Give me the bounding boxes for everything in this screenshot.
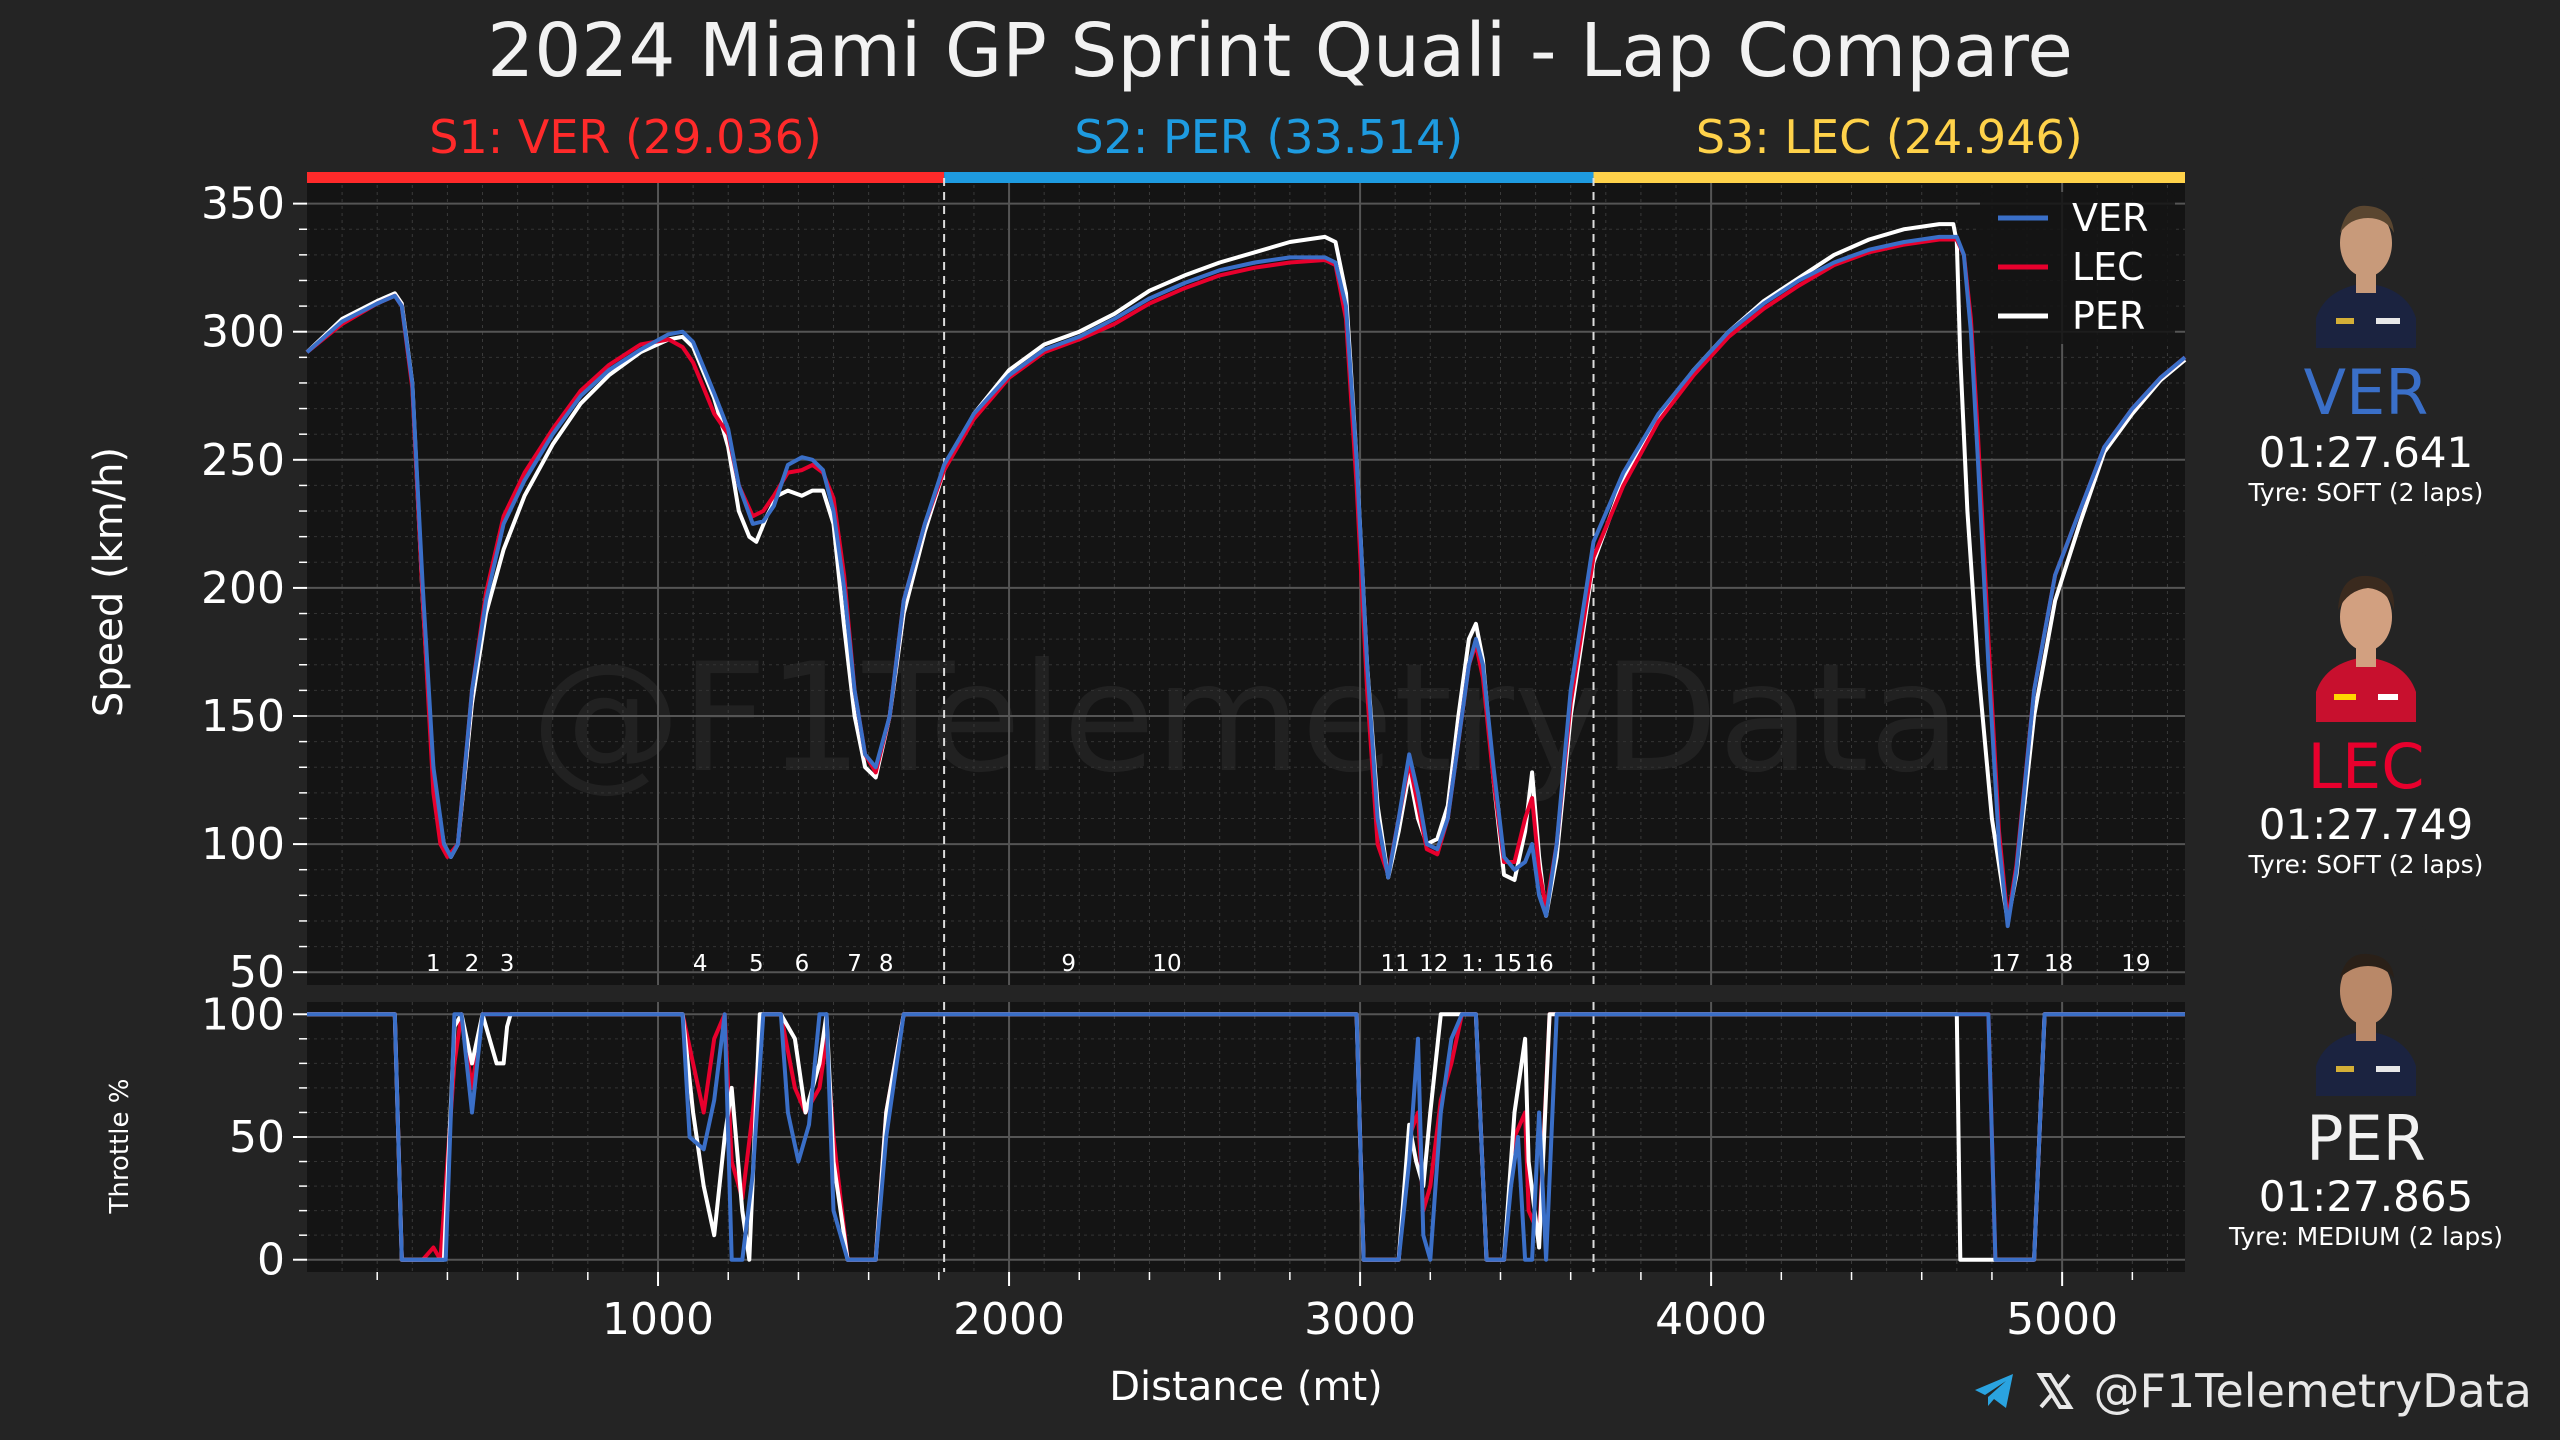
driver-photo-ver <box>2306 178 2426 348</box>
footer-credit: @F1TelemetryData <box>1973 1364 2532 1418</box>
throttle-line-per <box>307 1012 2185 1262</box>
driver-time-lec: 01:27.749 <box>2258 800 2474 849</box>
corner-label: 11 <box>1381 951 1410 977</box>
driver-code-lec: LEC <box>2307 730 2425 803</box>
corner-label: 6 <box>795 951 810 977</box>
legend-label-per: PER <box>2072 294 2145 338</box>
driver-photo-per <box>2306 926 2426 1096</box>
driver-code-ver: VER <box>2303 356 2429 429</box>
speed-ytick-label: 100 <box>201 819 285 870</box>
corner-label: 16 <box>1524 951 1553 977</box>
sector-bar-2 <box>944 172 1594 183</box>
throttle-axis-title: Throttle % <box>105 1079 135 1215</box>
xtick-label: 2000 <box>953 1294 1065 1345</box>
telegram-icon[interactable] <box>1973 1371 2017 1411</box>
corner-label: 1 <box>426 951 441 977</box>
driver-tyre-lec: Tyre: SOFT (2 laps) <box>2248 850 2484 879</box>
chart-title: 2024 Miami GP Sprint Quali - Lap Compare <box>487 8 2073 94</box>
footer-handle[interactable]: @F1TelemetryData <box>2093 1364 2532 1418</box>
driver-photo-lec <box>2306 552 2426 722</box>
corner-label: 4 <box>693 951 708 977</box>
speed-ytick-label: 200 <box>201 563 285 614</box>
corner-label: 19 <box>2121 951 2150 977</box>
speed-line-ver <box>305 234 2187 929</box>
legend-label-ver: VER <box>2072 196 2148 240</box>
corner-label: 10 <box>1152 951 1181 977</box>
legend: VER LEC PER <box>1980 192 2175 344</box>
x-axis-title: Distance (mt) <box>1109 1364 1382 1410</box>
driver-code-per: PER <box>2306 1102 2426 1175</box>
sector-bar-3 <box>1593 172 2185 183</box>
speed-ytick-label: 150 <box>201 691 285 742</box>
xtick-label: 4000 <box>1655 1294 1767 1345</box>
driver-time-ver: 01:27.641 <box>2258 428 2474 477</box>
sector-bar-1 <box>307 172 945 183</box>
throttle-line-ver <box>307 1012 2185 1262</box>
watermark-text: @F1TelemetryData <box>531 632 1961 806</box>
speed-line-lec <box>305 237 2187 923</box>
corner-label: 7 <box>847 951 862 977</box>
corner-label: 18 <box>2044 951 2073 977</box>
driver-tyre-ver: Tyre: SOFT (2 laps) <box>2248 478 2484 507</box>
speed-line-per <box>305 222 2187 923</box>
xtick-label: 1000 <box>602 1294 714 1345</box>
legend-box <box>1980 192 2175 344</box>
throttle-ytick-label: 100 <box>201 989 285 1040</box>
speed-ytick-label: 250 <box>201 435 285 486</box>
corner-label: 2 <box>465 951 480 977</box>
x-icon[interactable] <box>2035 1371 2075 1411</box>
corner-label: 17 <box>1991 951 2020 977</box>
speed-ytick-label: 50 <box>229 947 285 998</box>
corner-label: 1: <box>1461 951 1483 977</box>
corner-label: 9 <box>1061 951 1076 977</box>
speed-plot-area <box>307 178 2185 985</box>
corner-label: 8 <box>879 951 894 977</box>
sector-label-1: S1: VER (29.036) <box>429 110 822 164</box>
xtick-label: 3000 <box>1304 1294 1416 1345</box>
corner-label: 3 <box>500 951 515 977</box>
corner-label: 5 <box>749 951 764 977</box>
throttle-ytick-label: 0 <box>257 1235 285 1286</box>
sector-label-2: S2: PER (33.514) <box>1074 110 1464 164</box>
speed-ytick-label: 300 <box>201 307 285 358</box>
throttle-ytick-label: 50 <box>229 1112 285 1163</box>
driver-tyre-per: Tyre: MEDIUM (2 laps) <box>2229 1222 2503 1251</box>
xtick-label: 5000 <box>2006 1294 2118 1345</box>
driver-time-per: 01:27.865 <box>2258 1172 2474 1221</box>
speed-axis-title: Speed (km/h) <box>86 447 132 717</box>
speed-ytick-label: 350 <box>201 179 285 230</box>
corner-label: 15 <box>1493 951 1522 977</box>
corner-label: 12 <box>1419 951 1448 977</box>
legend-label-lec: LEC <box>2072 245 2144 289</box>
sector-label-3: S3: LEC (24.946) <box>1695 110 2083 164</box>
